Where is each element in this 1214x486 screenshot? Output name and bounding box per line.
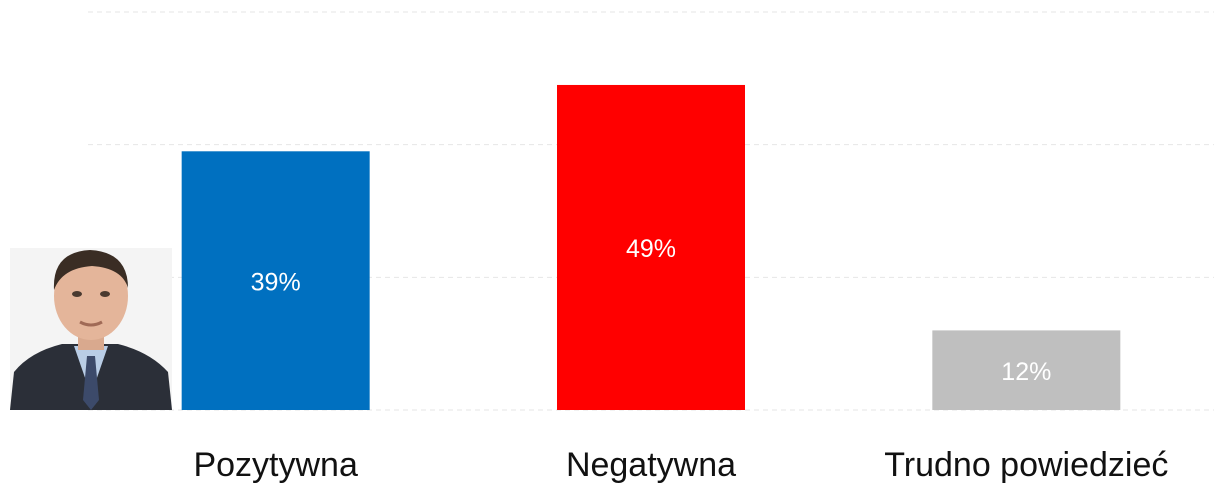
category-label: Negatywna: [566, 446, 736, 484]
category-label: Trudno powiedzieć: [884, 446, 1168, 484]
bar: [932, 330, 1121, 410]
value-label: 12%: [1001, 358, 1051, 386]
value-label: 39%: [251, 268, 301, 296]
category-label: Pozytywna: [193, 446, 357, 484]
bars: 39% Pozytywna 49% Negatywna 12% Trudno powied…: [181, 84, 1168, 484]
value-label: 49%: [626, 235, 676, 263]
bar: [557, 84, 745, 410]
bar: [181, 151, 370, 411]
portrait: [10, 248, 172, 410]
